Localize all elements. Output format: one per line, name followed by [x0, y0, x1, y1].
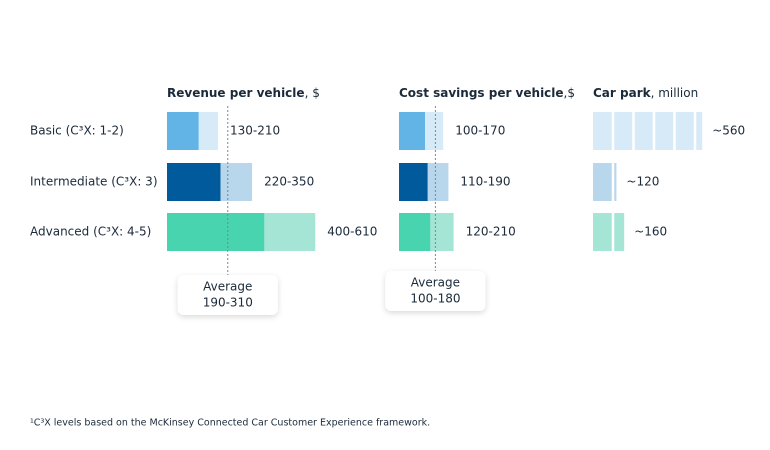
range-low — [399, 213, 431, 251]
value-label: 220-350 — [264, 175, 314, 189]
range-low — [167, 163, 221, 201]
category-label: Intermediate (C³X: 3) — [30, 175, 158, 189]
panel-title: Revenue per vehicle, $ — [167, 86, 320, 100]
car-park-bar — [593, 163, 617, 201]
category-label: Basic (C³X: 1-2) — [30, 124, 124, 138]
average-value: 190-310 — [203, 296, 253, 310]
panel-title-text: Revenue per vehicle — [167, 86, 305, 100]
value-label: ~120 — [626, 175, 659, 189]
average-label: Average — [203, 280, 252, 294]
car-park-bar — [593, 112, 703, 150]
range-low — [167, 213, 265, 251]
average-label: Average — [411, 276, 460, 290]
panel-title-text: Cost savings per vehicle — [399, 86, 564, 100]
value-label: 110-190 — [460, 175, 510, 189]
value-label: 130-210 — [230, 124, 280, 138]
value-label: 400-610 — [327, 225, 377, 239]
panel-unit: , $ — [305, 86, 320, 100]
panel-unit: ,$ — [564, 86, 575, 100]
value-label: 100-170 — [455, 124, 505, 138]
average-value: 100-180 — [410, 292, 460, 306]
panel-unit: , million — [651, 86, 699, 100]
value-label: ~160 — [634, 225, 667, 239]
value-label: 120-210 — [466, 225, 516, 239]
range-low — [167, 112, 199, 150]
value-label: ~560 — [712, 124, 745, 138]
average-box — [177, 275, 278, 315]
footnote: ¹C³X levels based on the McKinsey Connec… — [30, 418, 430, 429]
panel-title: Car park, million — [593, 86, 698, 100]
car-park-bar — [593, 213, 625, 251]
average-box — [385, 271, 486, 311]
range-low — [399, 112, 425, 150]
category-label: Advanced (C³X: 4-5) — [30, 225, 151, 239]
panel-title-text: Car park — [593, 86, 652, 100]
range-low — [399, 163, 428, 201]
panel-title: Cost savings per vehicle,$ — [399, 86, 575, 100]
